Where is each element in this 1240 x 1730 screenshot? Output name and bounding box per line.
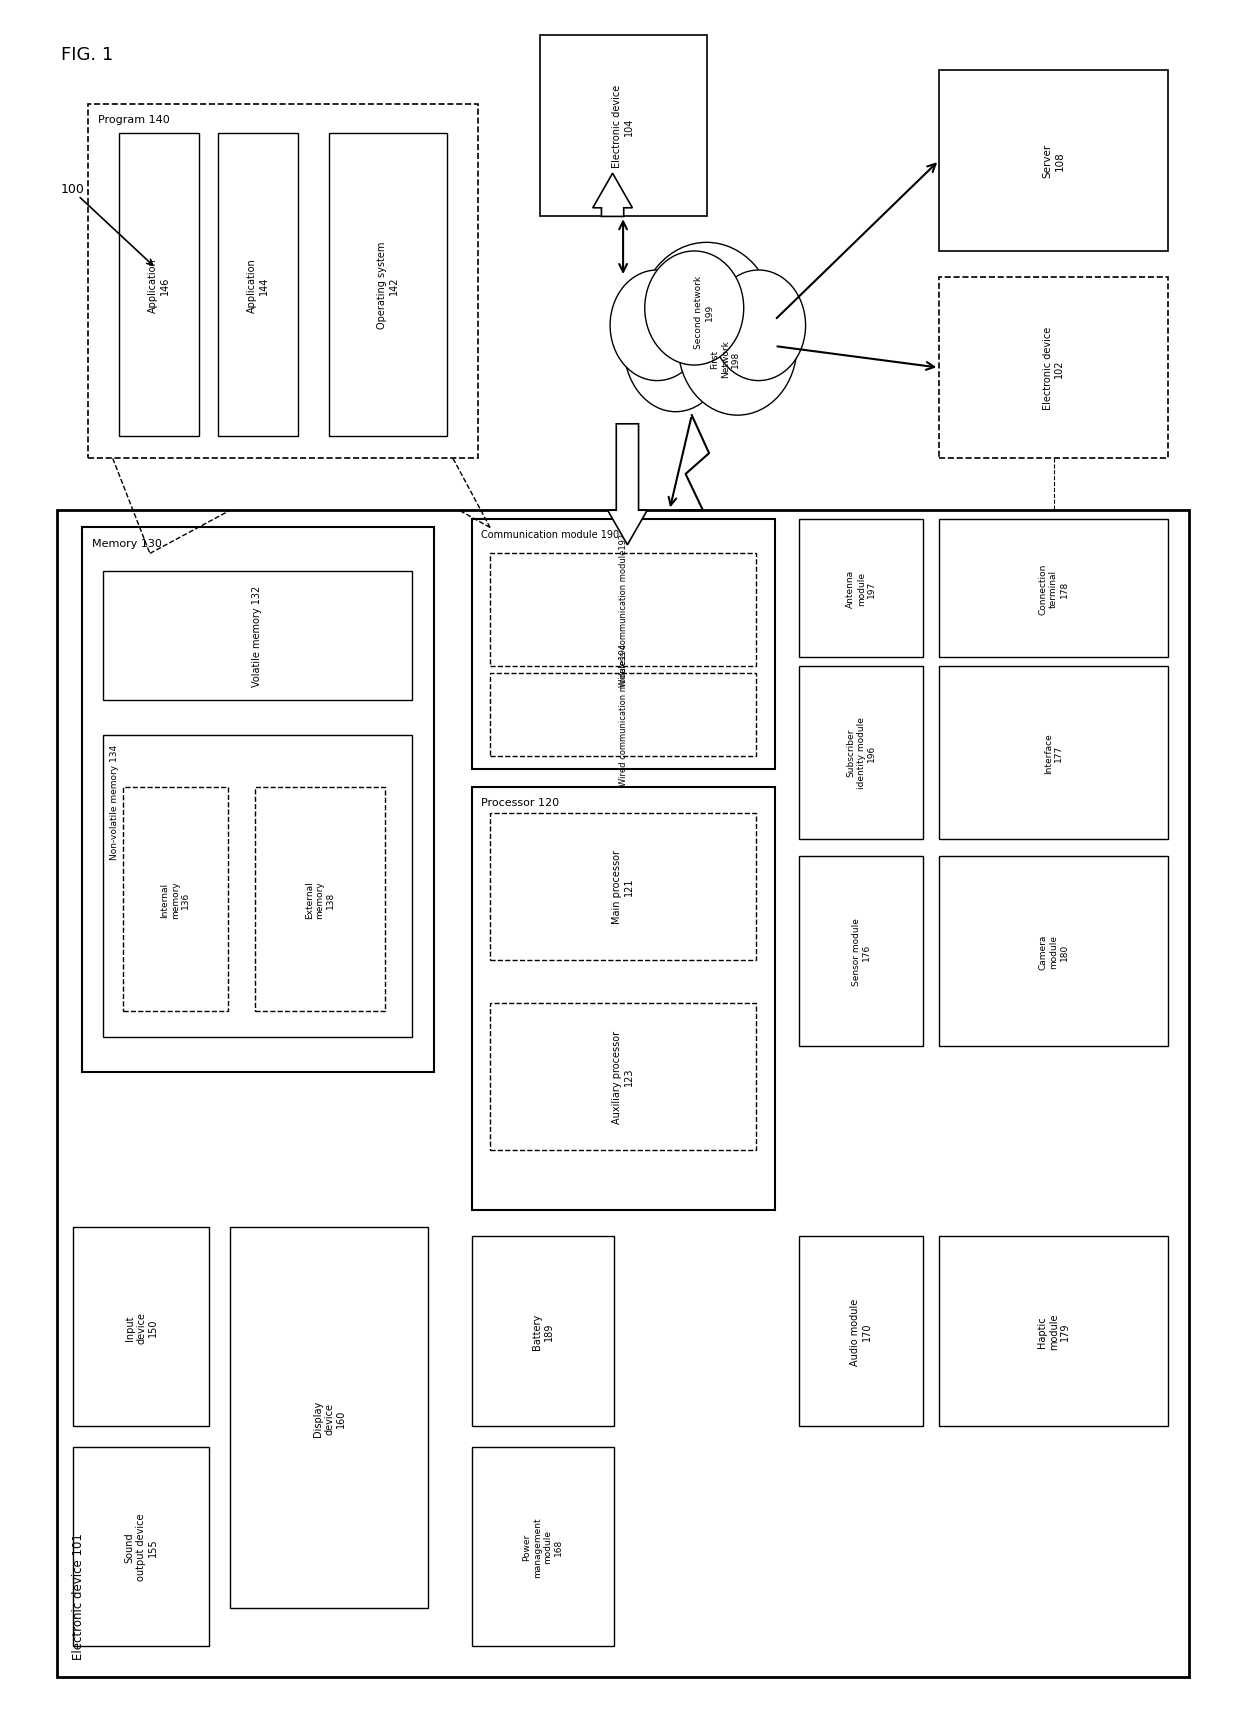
Bar	[490, 813, 756, 960]
Text: Wired communication module194: Wired communication module194	[619, 644, 627, 785]
Bar	[103, 571, 412, 701]
Text: Program 140: Program 140	[98, 116, 170, 125]
Bar	[82, 528, 434, 1073]
Text: Processor 120: Processor 120	[481, 798, 559, 808]
Text: Haptic
module
179: Haptic module 179	[1037, 1313, 1070, 1349]
Bar	[103, 735, 412, 1038]
Text: Wireless communication module192: Wireless communication module192	[619, 535, 627, 687]
Text: Internal
memory
136: Internal memory 136	[160, 881, 190, 919]
Ellipse shape	[712, 272, 806, 381]
Text: Operating system
142: Operating system 142	[377, 242, 399, 329]
Text: Interface
177: Interface 177	[1044, 732, 1064, 773]
Bar	[73, 1228, 210, 1426]
Text: Server
108: Server 108	[1043, 144, 1064, 178]
Bar	[800, 856, 923, 1047]
Bar	[123, 787, 228, 1012]
Bar	[119, 135, 200, 436]
Text: Sensor module
176: Sensor module 176	[852, 917, 870, 986]
Text: Audio module
170: Audio module 170	[851, 1298, 872, 1365]
Text: Memory 130: Memory 130	[92, 538, 161, 548]
Text: Subscriber
identity module
196: Subscriber identity module 196	[847, 716, 877, 789]
Ellipse shape	[624, 282, 728, 412]
Text: Second network
199: Second network 199	[694, 275, 714, 349]
Bar	[800, 666, 923, 839]
Bar	[471, 1446, 614, 1645]
Ellipse shape	[678, 279, 797, 415]
Text: Battery
189: Battery 189	[532, 1313, 553, 1349]
Text: First
Network
198: First Network 198	[711, 341, 740, 377]
Text: Electronic device 101: Electronic device 101	[72, 1533, 84, 1659]
Bar	[939, 519, 1168, 657]
Ellipse shape	[639, 244, 775, 398]
Bar	[939, 666, 1168, 839]
Text: Display
device
160: Display device 160	[312, 1400, 346, 1436]
Bar	[939, 279, 1168, 458]
Bar	[471, 519, 775, 770]
Text: Non-volatile memory 134: Non-volatile memory 134	[110, 744, 119, 860]
Bar	[539, 36, 707, 218]
Text: Power
management
module
168: Power management module 168	[522, 1515, 563, 1576]
Bar	[231, 1228, 428, 1607]
Bar	[88, 106, 477, 458]
Bar	[800, 1237, 923, 1426]
Bar	[800, 519, 923, 657]
FancyArrow shape	[593, 175, 632, 218]
Bar	[490, 673, 756, 756]
Bar	[939, 1237, 1168, 1426]
Text: Connection
terminal
178: Connection terminal 178	[1039, 562, 1069, 614]
Text: Communication module 190: Communication module 190	[481, 529, 620, 540]
Text: Auxiliary processor
123: Auxiliary processor 123	[613, 1029, 634, 1123]
Text: Electronic device
102: Electronic device 102	[1043, 327, 1064, 410]
Text: Main processor
121: Main processor 121	[613, 849, 634, 924]
Bar	[218, 135, 299, 436]
Text: Sound
output device
155: Sound output device 155	[124, 1512, 157, 1579]
Bar	[73, 1446, 210, 1645]
Text: FIG. 1: FIG. 1	[61, 47, 113, 64]
Text: Electronic device
104: Electronic device 104	[613, 85, 634, 168]
FancyArrow shape	[608, 424, 647, 545]
Text: Antenna
module
197: Antenna module 197	[847, 569, 877, 607]
Text: 100: 100	[61, 183, 84, 195]
Text: Application
146: Application 146	[149, 258, 170, 313]
Bar	[939, 856, 1168, 1047]
Ellipse shape	[645, 253, 744, 365]
Text: Camera
module
180: Camera module 180	[1039, 934, 1069, 969]
Bar	[255, 787, 384, 1012]
Bar	[57, 510, 1189, 1676]
Bar	[490, 1003, 756, 1150]
Ellipse shape	[610, 272, 704, 381]
Bar	[490, 554, 756, 666]
Text: External
memory
138: External memory 138	[305, 881, 335, 919]
Text: Application
144: Application 144	[247, 258, 269, 313]
Bar	[939, 71, 1168, 253]
Text: Input
device
150: Input device 150	[124, 1311, 157, 1342]
Bar	[330, 135, 446, 436]
Text: Volatile memory 132: Volatile memory 132	[253, 585, 263, 687]
Bar	[471, 1237, 614, 1426]
Bar	[471, 787, 775, 1211]
